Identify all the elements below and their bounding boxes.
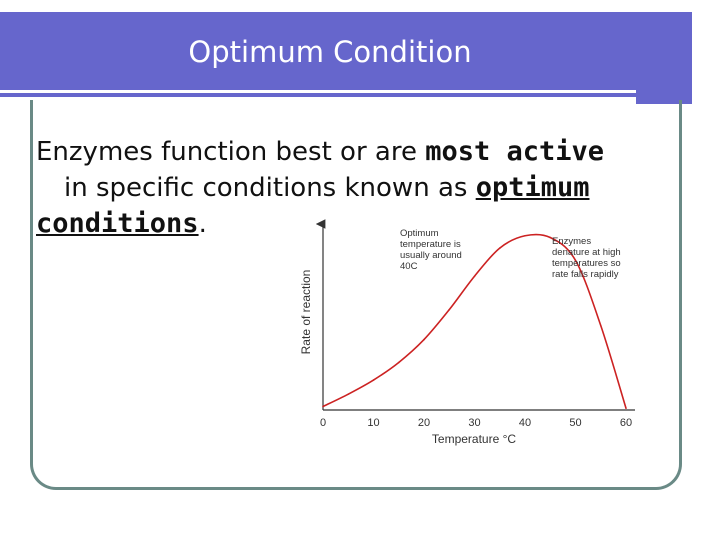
curve-point-3 bbox=[397, 361, 400, 364]
x-axis-label: Temperature °C bbox=[432, 432, 516, 446]
rate-vs-temperature-chart: 0 10 20 30 40 50 60 Rate of reaction Temperatu… bbox=[299, 219, 635, 446]
x-tick-labels: 0 10 20 30 40 50 60 bbox=[320, 417, 632, 429]
annotation-line: usually around bbox=[400, 250, 462, 261]
annotation-line: Enzymes bbox=[552, 236, 591, 247]
body-line-3: conditions. bbox=[36, 206, 676, 242]
annotation-line: denature at high bbox=[552, 247, 621, 258]
curve-point-11 bbox=[599, 324, 602, 327]
x-tick-label-40: 40 bbox=[519, 417, 531, 429]
header-bar bbox=[0, 12, 692, 90]
curve-point-1 bbox=[347, 393, 350, 395]
annotation-line: Optimum bbox=[400, 228, 439, 239]
curve-point-4 bbox=[423, 338, 425, 341]
annotation-line: rate falls rapidly bbox=[552, 269, 619, 280]
emphasis-conditions: conditions bbox=[36, 208, 199, 239]
x-tick-label-10: 10 bbox=[367, 417, 379, 429]
body-line-2-text: in specific conditions known as bbox=[64, 173, 476, 203]
content-frame bbox=[30, 100, 682, 490]
curve-point-12 bbox=[625, 407, 627, 410]
curve-point-5 bbox=[448, 308, 451, 311]
curve-point-2 bbox=[372, 379, 375, 381]
x-tick-label-50: 50 bbox=[569, 417, 581, 429]
y-axis-label: Rate of reaction bbox=[299, 270, 313, 355]
curve-point-10 bbox=[574, 259, 577, 262]
curve-point-8 bbox=[524, 234, 526, 237]
body-line-1: Enzymes function best or are most active bbox=[36, 134, 676, 170]
rate-curve-points bbox=[322, 234, 627, 410]
emphasis-most-active: most active bbox=[425, 136, 605, 167]
header-divider bbox=[0, 93, 636, 97]
header-corner-block bbox=[636, 12, 692, 104]
body-line-1-text: Enzymes function best or are bbox=[36, 137, 426, 167]
x-tick-label-30: 30 bbox=[468, 417, 480, 429]
curve-point-7 bbox=[498, 247, 501, 249]
slide-body-text: Enzymes function best or are most active… bbox=[36, 134, 676, 242]
body-line-3-suffix: . bbox=[198, 209, 207, 239]
emphasis-optimum: optimum bbox=[475, 172, 590, 203]
x-tick-label-60: 60 bbox=[620, 417, 632, 429]
slide-title: Optimum Condition bbox=[188, 35, 472, 69]
curve-point-9 bbox=[549, 236, 552, 239]
annotation-line: temperature is bbox=[400, 239, 461, 250]
curve-point-6 bbox=[473, 275, 476, 278]
x-tick-label-20: 20 bbox=[418, 417, 430, 429]
body-line-2: in specific conditions known as optimum bbox=[36, 170, 676, 206]
curve-point-0 bbox=[322, 405, 324, 408]
x-tick-label-0: 0 bbox=[320, 417, 326, 429]
annotation-line: temperatures so bbox=[552, 258, 621, 269]
annotation-line: 40C bbox=[400, 261, 418, 272]
